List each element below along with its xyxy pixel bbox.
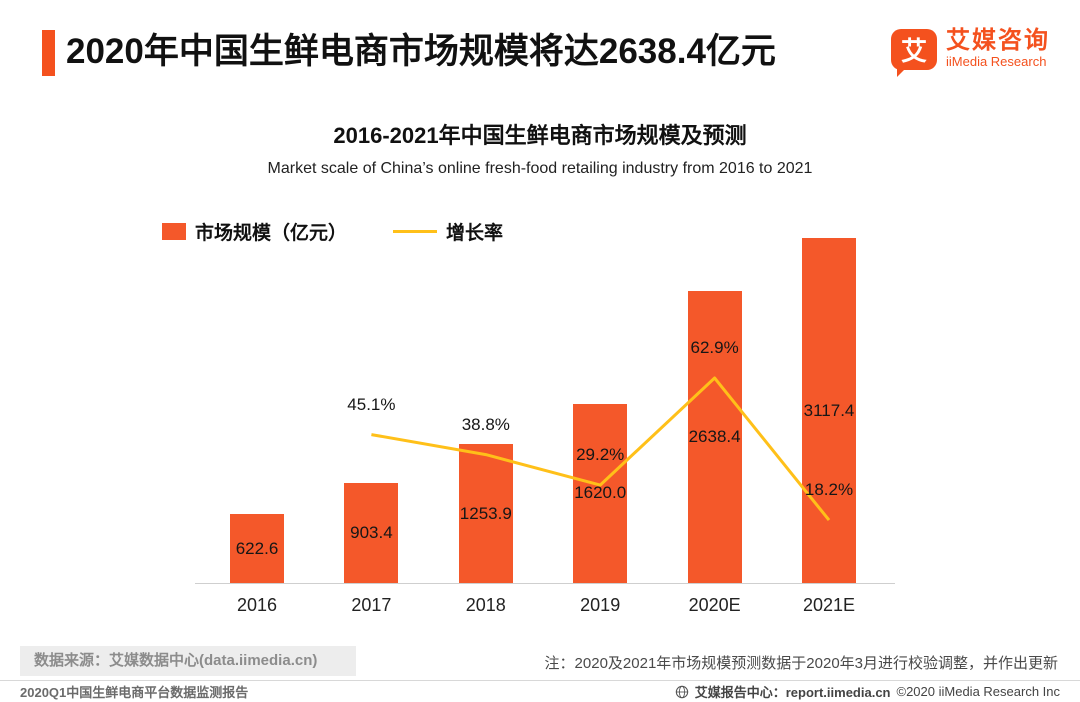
bottom-bar: 2020Q1中国生鲜电商平台数据监测报告 艾媒报告中心：report.iimed… — [0, 680, 1080, 702]
plot-area: 622.6 2016 903.4 2017 45.1% 1253.9 2018 38.8% 16… — [195, 230, 895, 615]
x-axis-label: 2019 — [580, 595, 621, 615]
x-axis-label: 2016 — [236, 595, 278, 615]
page-title: 2020年中国生鲜电商市场规模将达2638.4亿元 — [66, 32, 776, 71]
x-axis-label: 2017 — [351, 595, 392, 615]
report-center-text: 艾媒报告中心：report.iimedia.cn — [694, 685, 891, 700]
legend-label: 增长率 — [446, 223, 504, 244]
logo-name-cn: 艾媒咨询 — [946, 27, 1050, 54]
footnote: 注：2020及2021年市场规模预测数据于2020年3月进行校验调整，并作出更新 — [544, 655, 1058, 672]
chart-subtitle: Market scale of China’s online fresh-foo… — [267, 160, 813, 177]
legend-line-swatch — [393, 230, 438, 233]
growth-rate-label: 45.1% — [347, 394, 396, 414]
growth-line — [371, 376, 831, 522]
report-center-line: 艾媒报告中心：report.iimedia.cn ©2020 iiMedia R… — [675, 682, 1060, 701]
logo-glyph: 艾 — [900, 35, 927, 66]
logo-icon: 艾 — [891, 28, 937, 77]
bar-value-label: 1253.9 — [459, 503, 512, 523]
bar-value-label: 622.6 — [235, 538, 279, 558]
bar-value-label: 3117.4 — [803, 400, 855, 420]
x-axis-label: 2021E — [802, 595, 856, 615]
bar-value-label: 903.4 — [350, 523, 393, 542]
logo-text: 艾媒咨询 iiMedia Research — [946, 28, 1050, 70]
chart-legend: 市场规模（亿元） 增长率 — [162, 218, 503, 245]
chart-title: 2016-2021年中国生鲜电商市场规模及预测 — [333, 123, 747, 148]
x-axis-label: 2018 — [465, 595, 506, 615]
logo-name-en: iiMedia Research — [946, 54, 1047, 69]
report-name: 2020Q1中国生鲜电商平台数据监测报告 — [20, 685, 249, 700]
growth-rate-label: 38.8% — [461, 414, 510, 434]
legend-item-growth-rate: 增长率 — [393, 218, 503, 245]
legend-label: 市场规模（亿元） — [195, 223, 348, 244]
legend-item-market-scale: 市场规模（亿元） — [162, 218, 347, 245]
x-axis-label: 2020E — [688, 595, 741, 615]
growth-rate-label: 18.2% — [804, 480, 854, 500]
logo: 艾 艾媒咨询 iiMedia Research — [891, 28, 1050, 77]
bar-value-label: 2638.4 — [688, 427, 741, 446]
growth-rate-label: 62.9% — [690, 338, 739, 357]
copyright-text: ©2020 iiMedia Research Inc — [896, 684, 1061, 699]
bar — [230, 514, 284, 583]
header-accent-bar — [42, 30, 55, 76]
bar-value-label: 1620.0 — [574, 483, 627, 503]
growth-rate-label: 29.2% — [576, 445, 625, 465]
data-source: 数据来源：艾媒数据中心(data.iimedia.cn) — [20, 646, 356, 676]
legend-bar-swatch — [162, 223, 186, 240]
globe-icon — [675, 685, 688, 698]
